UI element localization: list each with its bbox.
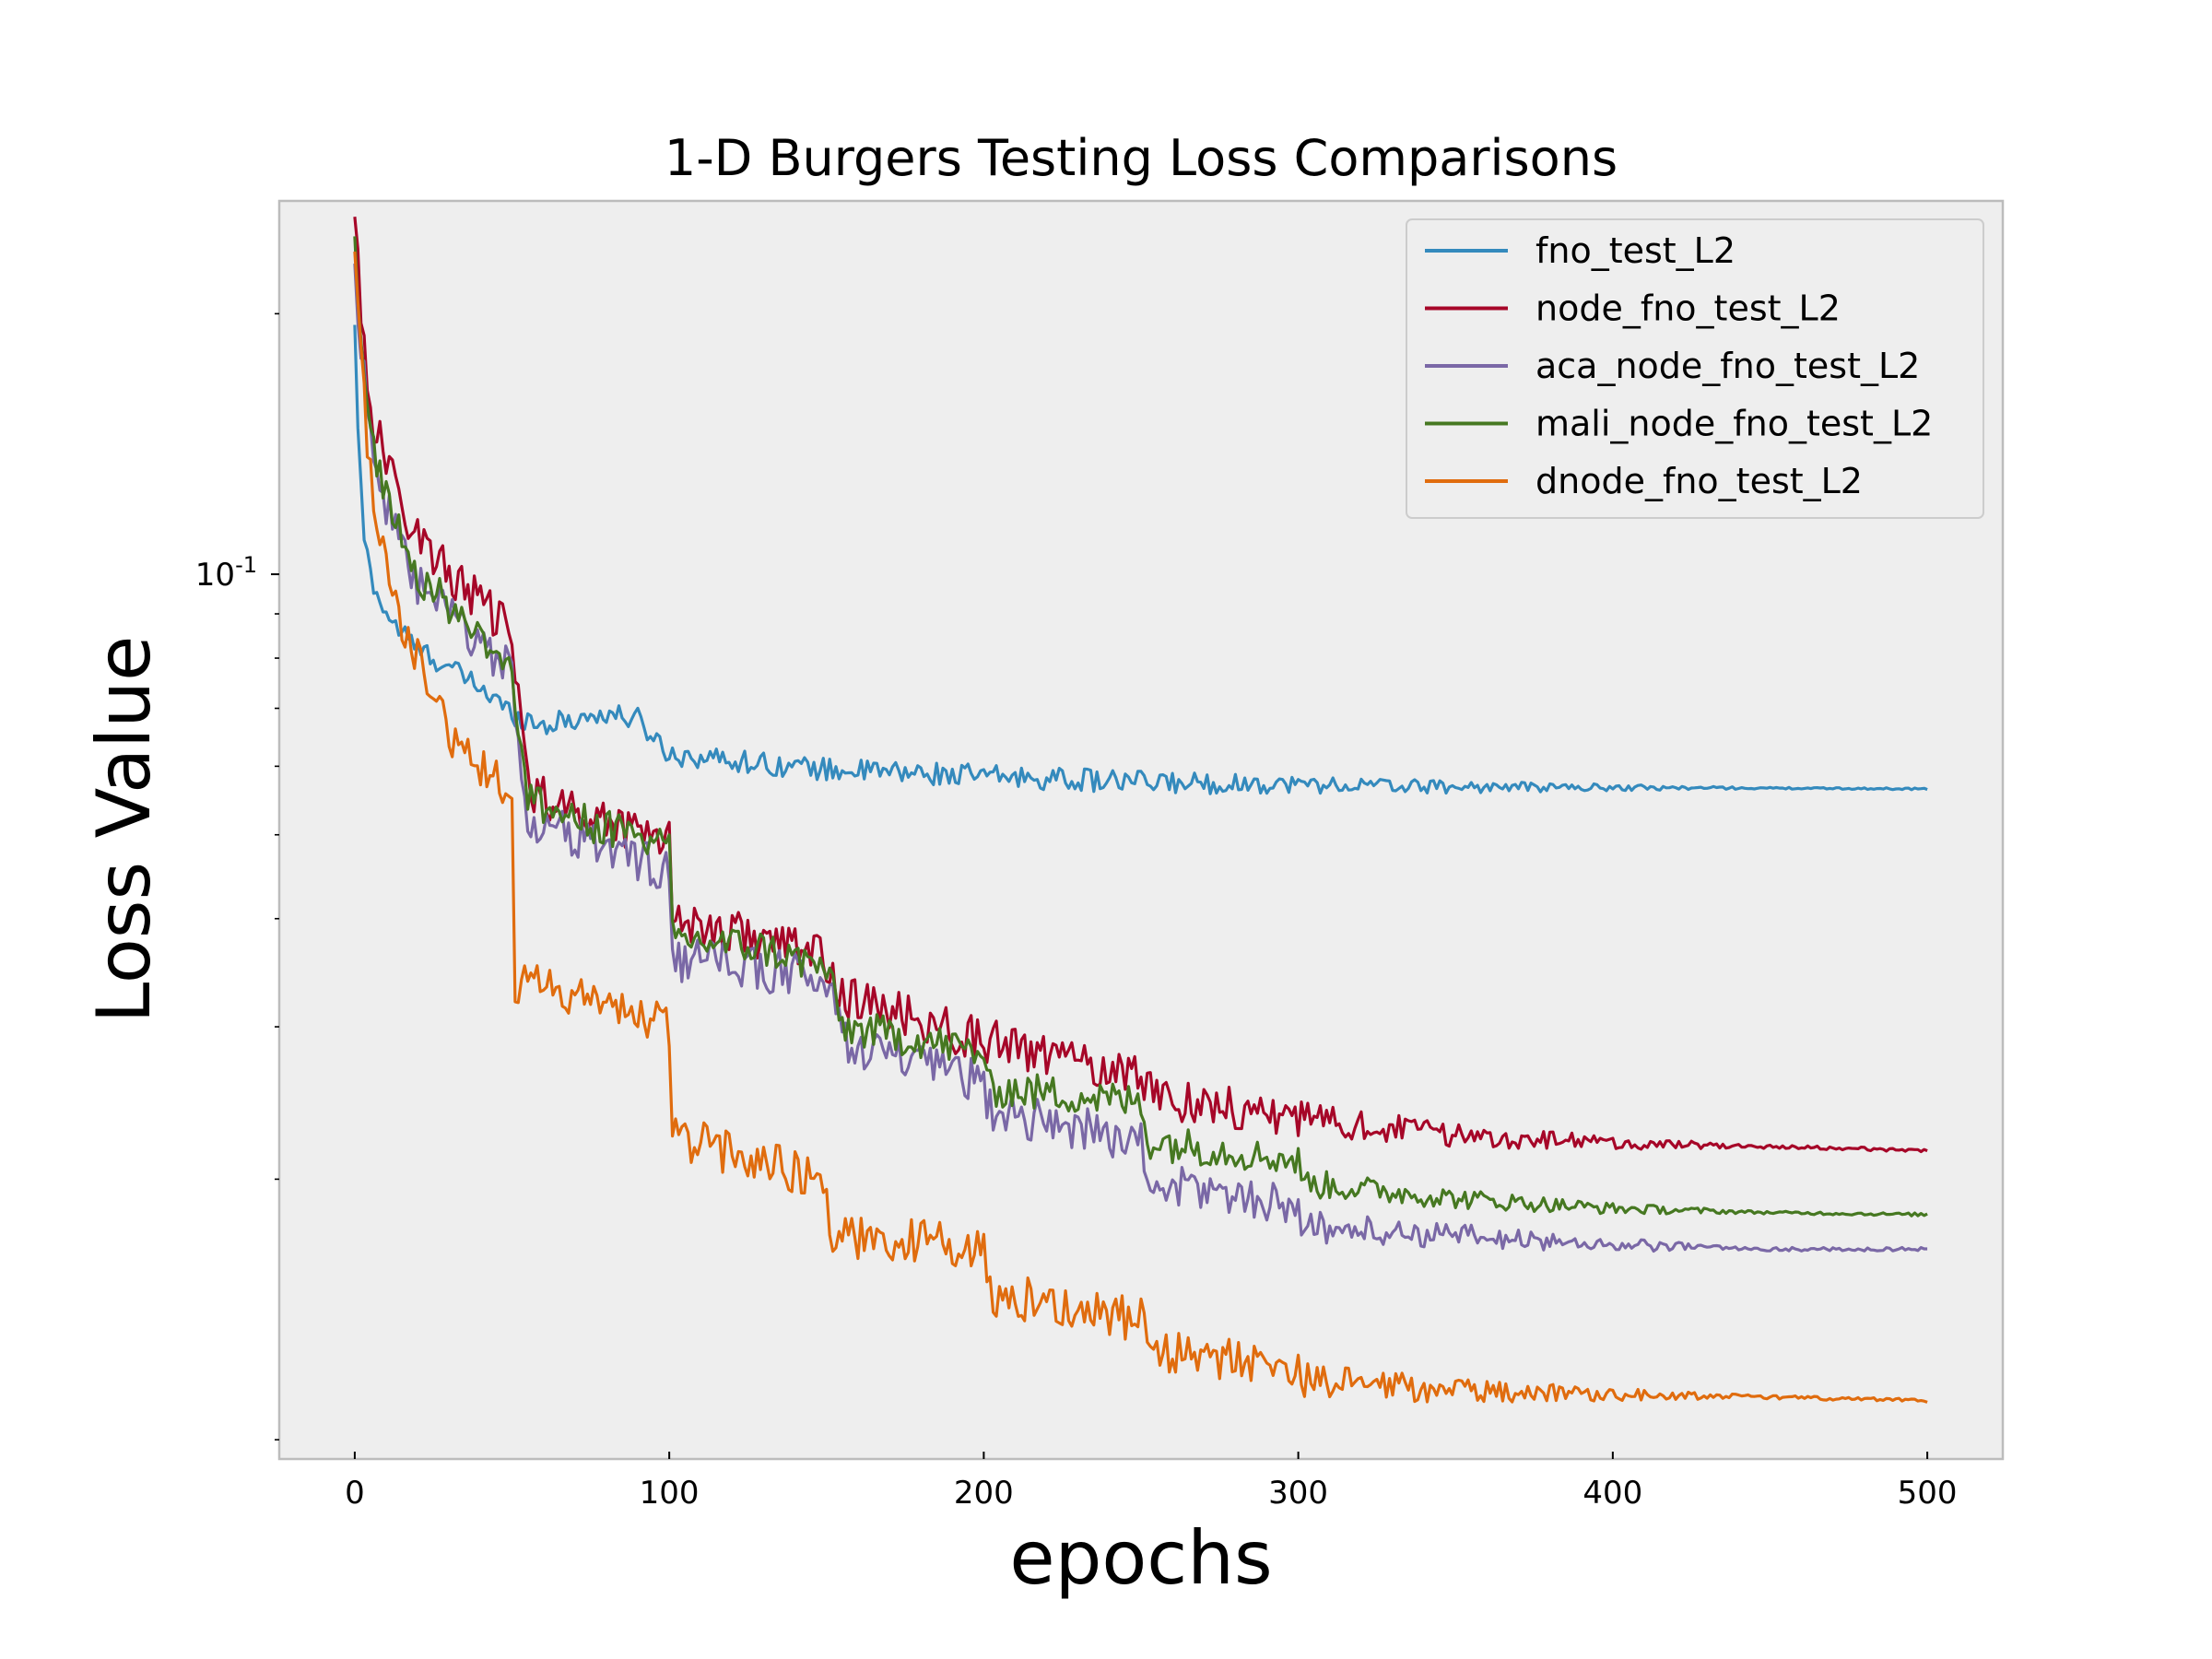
- x-tick-label: 0: [345, 1475, 365, 1512]
- y-axis-label: Loss Value: [81, 636, 167, 1024]
- legend-label: node_fno_test_L2: [1535, 288, 1841, 329]
- series-line-dnode-fno-test-L2: [353, 251, 1928, 1404]
- legend-box: [1406, 218, 1984, 519]
- series-line-mali-node-fno-test-L2: [353, 236, 1928, 1218]
- plot-frame: [277, 199, 2005, 1461]
- legend-label: fno_test_L2: [1535, 230, 1735, 271]
- x-tick-label: 100: [640, 1475, 700, 1512]
- x-axis: 0 100 200 300 400 500: [345, 1452, 1958, 1512]
- series-line-fno-test-L2: [353, 324, 1928, 795]
- x-tick-label: 500: [1898, 1475, 1958, 1512]
- y-axis: 10-1: [195, 312, 279, 1441]
- series-line-aca-node-fno-test-L2: [353, 263, 1928, 1253]
- x-tick-label: 300: [1268, 1475, 1328, 1512]
- legend: fno_test_L2 node_fno_test_L2 aca_node_fno_…: [1406, 218, 1984, 519]
- legend-label: mali_node_fno_test_L2: [1535, 404, 1933, 444]
- legend-label: dnode_fno_test_L2: [1535, 461, 1863, 501]
- series-layer: [353, 217, 1928, 1404]
- series-line-node-fno-test-L2: [353, 217, 1928, 1154]
- y-tick-label: 10-1: [195, 552, 257, 594]
- chart-title: 1-D Burgers Testing Loss Comparisons: [665, 129, 1618, 187]
- x-tick-label: 400: [1583, 1475, 1642, 1512]
- legend-label: aca_node_fno_test_L2: [1535, 346, 1920, 386]
- x-axis-label: epochs: [1009, 1515, 1272, 1601]
- x-tick-label: 200: [954, 1475, 1014, 1512]
